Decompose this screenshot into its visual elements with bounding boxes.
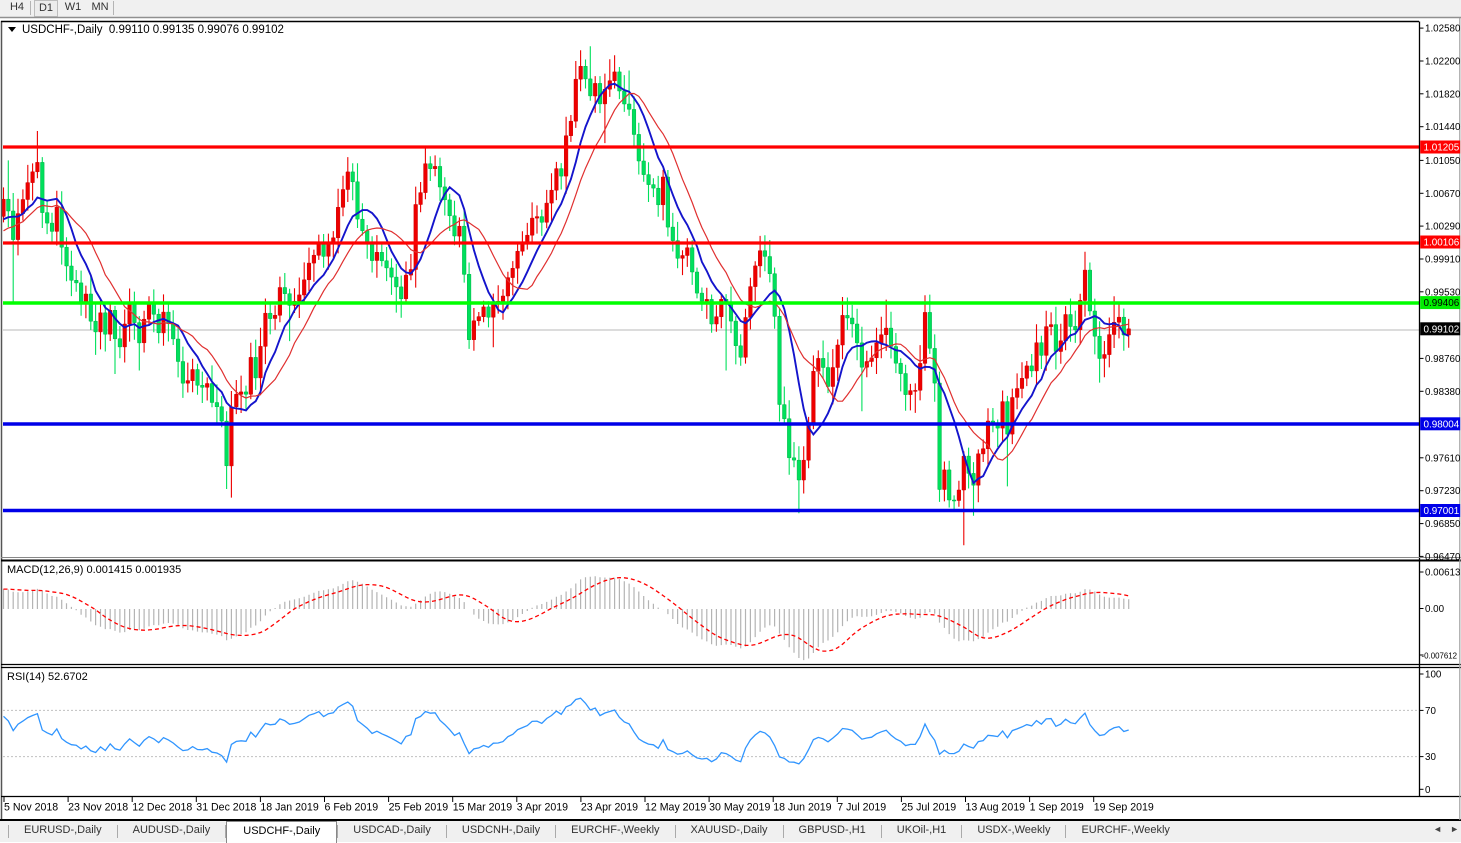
svg-text:7 Jul 2019: 7 Jul 2019 (837, 802, 886, 814)
svg-text:25 Jul 2019: 25 Jul 2019 (901, 802, 956, 814)
svg-text:0.00613: 0.00613 (1425, 568, 1461, 579)
svg-text:13 Aug 2019: 13 Aug 2019 (966, 802, 1026, 814)
svg-text:0.98380: 0.98380 (1425, 387, 1461, 398)
svg-text:0.00: 0.00 (1425, 604, 1445, 615)
svg-text:18 Jun 2019: 18 Jun 2019 (773, 802, 831, 814)
svg-text:0.96470: 0.96470 (1425, 552, 1461, 563)
svg-text:1.01050: 1.01050 (1425, 156, 1461, 167)
svg-text:0.97230: 0.97230 (1425, 486, 1461, 497)
svg-text:USDCHF-,Daily 0.99110 0.99135: USDCHF-,Daily 0.99110 0.99135 0.99076 0.… (22, 24, 284, 36)
svg-text:1.02200: 1.02200 (1425, 57, 1461, 68)
svg-text:0.99406: 0.99406 (1424, 298, 1460, 309)
svg-text:0.99910: 0.99910 (1425, 255, 1461, 266)
svg-text:1.01440: 1.01440 (1425, 122, 1461, 133)
svg-text:19 Sep 2019: 19 Sep 2019 (1094, 802, 1154, 814)
svg-text:70: 70 (1425, 706, 1436, 717)
svg-text:0.98760: 0.98760 (1425, 354, 1461, 365)
svg-text:1.01205: 1.01205 (1424, 143, 1460, 154)
svg-text:MACD(12,26,9) 0.001415 0.00193: MACD(12,26,9) 0.001415 0.001935 (7, 564, 181, 576)
svg-text:12 May 2019: 12 May 2019 (645, 802, 706, 814)
svg-text:25 Feb 2019: 25 Feb 2019 (389, 802, 449, 814)
svg-text:0.97001: 0.97001 (1424, 506, 1460, 517)
svg-text:0.99530: 0.99530 (1425, 287, 1461, 298)
svg-text:1.00290: 1.00290 (1425, 222, 1461, 233)
svg-text:100: 100 (1425, 670, 1442, 681)
svg-text:23 Nov 2018: 23 Nov 2018 (68, 802, 128, 814)
svg-text:0: 0 (1425, 785, 1431, 796)
svg-text:12 Dec 2018: 12 Dec 2018 (132, 802, 192, 814)
svg-text:1.00670: 1.00670 (1425, 189, 1461, 200)
svg-text:23 Apr 2019: 23 Apr 2019 (581, 802, 638, 814)
svg-text:15 Mar 2019: 15 Mar 2019 (453, 802, 513, 814)
svg-text:0.97610: 0.97610 (1425, 453, 1461, 464)
svg-text:5 Nov 2018: 5 Nov 2018 (4, 802, 58, 814)
svg-text:1.00106: 1.00106 (1424, 238, 1460, 249)
svg-text:-0.007612: -0.007612 (1422, 652, 1458, 661)
svg-text:RSI(14) 52.6702: RSI(14) 52.6702 (7, 671, 88, 683)
svg-text:3 Apr 2019: 3 Apr 2019 (517, 802, 568, 814)
svg-text:30: 30 (1425, 752, 1436, 763)
svg-text:18 Jan 2019: 18 Jan 2019 (260, 802, 318, 814)
svg-text:1 Sep 2019: 1 Sep 2019 (1030, 802, 1084, 814)
svg-text:30 May 2019: 30 May 2019 (709, 802, 770, 814)
svg-text:0.99102: 0.99102 (1424, 324, 1460, 335)
svg-text:1.02580: 1.02580 (1425, 24, 1461, 35)
svg-text:31 Dec 2018: 31 Dec 2018 (196, 802, 256, 814)
svg-text:0.98004: 0.98004 (1424, 419, 1460, 430)
svg-text:0.96850: 0.96850 (1425, 519, 1461, 530)
svg-text:1.01820: 1.01820 (1425, 89, 1461, 100)
svg-text:6 Feb 2019: 6 Feb 2019 (325, 802, 379, 814)
